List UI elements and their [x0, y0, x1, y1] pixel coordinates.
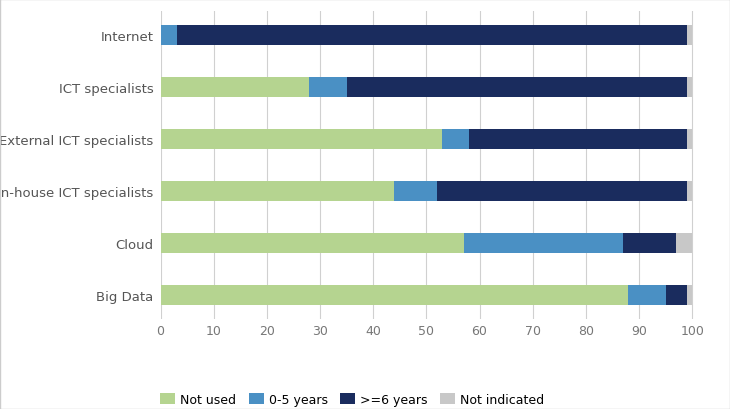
Bar [469, 130, 687, 150]
Bar [464, 234, 623, 253]
Bar [687, 285, 692, 305]
Bar [310, 78, 347, 98]
Bar [623, 234, 676, 253]
Bar [177, 26, 687, 46]
Bar [161, 26, 177, 46]
Bar [347, 78, 687, 98]
Bar [687, 26, 692, 46]
Bar [437, 182, 687, 201]
Bar [161, 285, 629, 305]
Legend: Not used, 0-5 years, >=6 years, Not indicated: Not used, 0-5 years, >=6 years, Not indi… [155, 388, 549, 409]
Bar [687, 78, 692, 98]
Bar [161, 182, 394, 201]
Bar [687, 182, 692, 201]
Bar [161, 234, 464, 253]
Bar [676, 234, 692, 253]
Bar [442, 130, 469, 150]
Bar [161, 130, 442, 150]
Bar [666, 285, 687, 305]
Bar [687, 130, 692, 150]
Bar [394, 182, 437, 201]
Bar [629, 285, 666, 305]
Bar [161, 78, 310, 98]
